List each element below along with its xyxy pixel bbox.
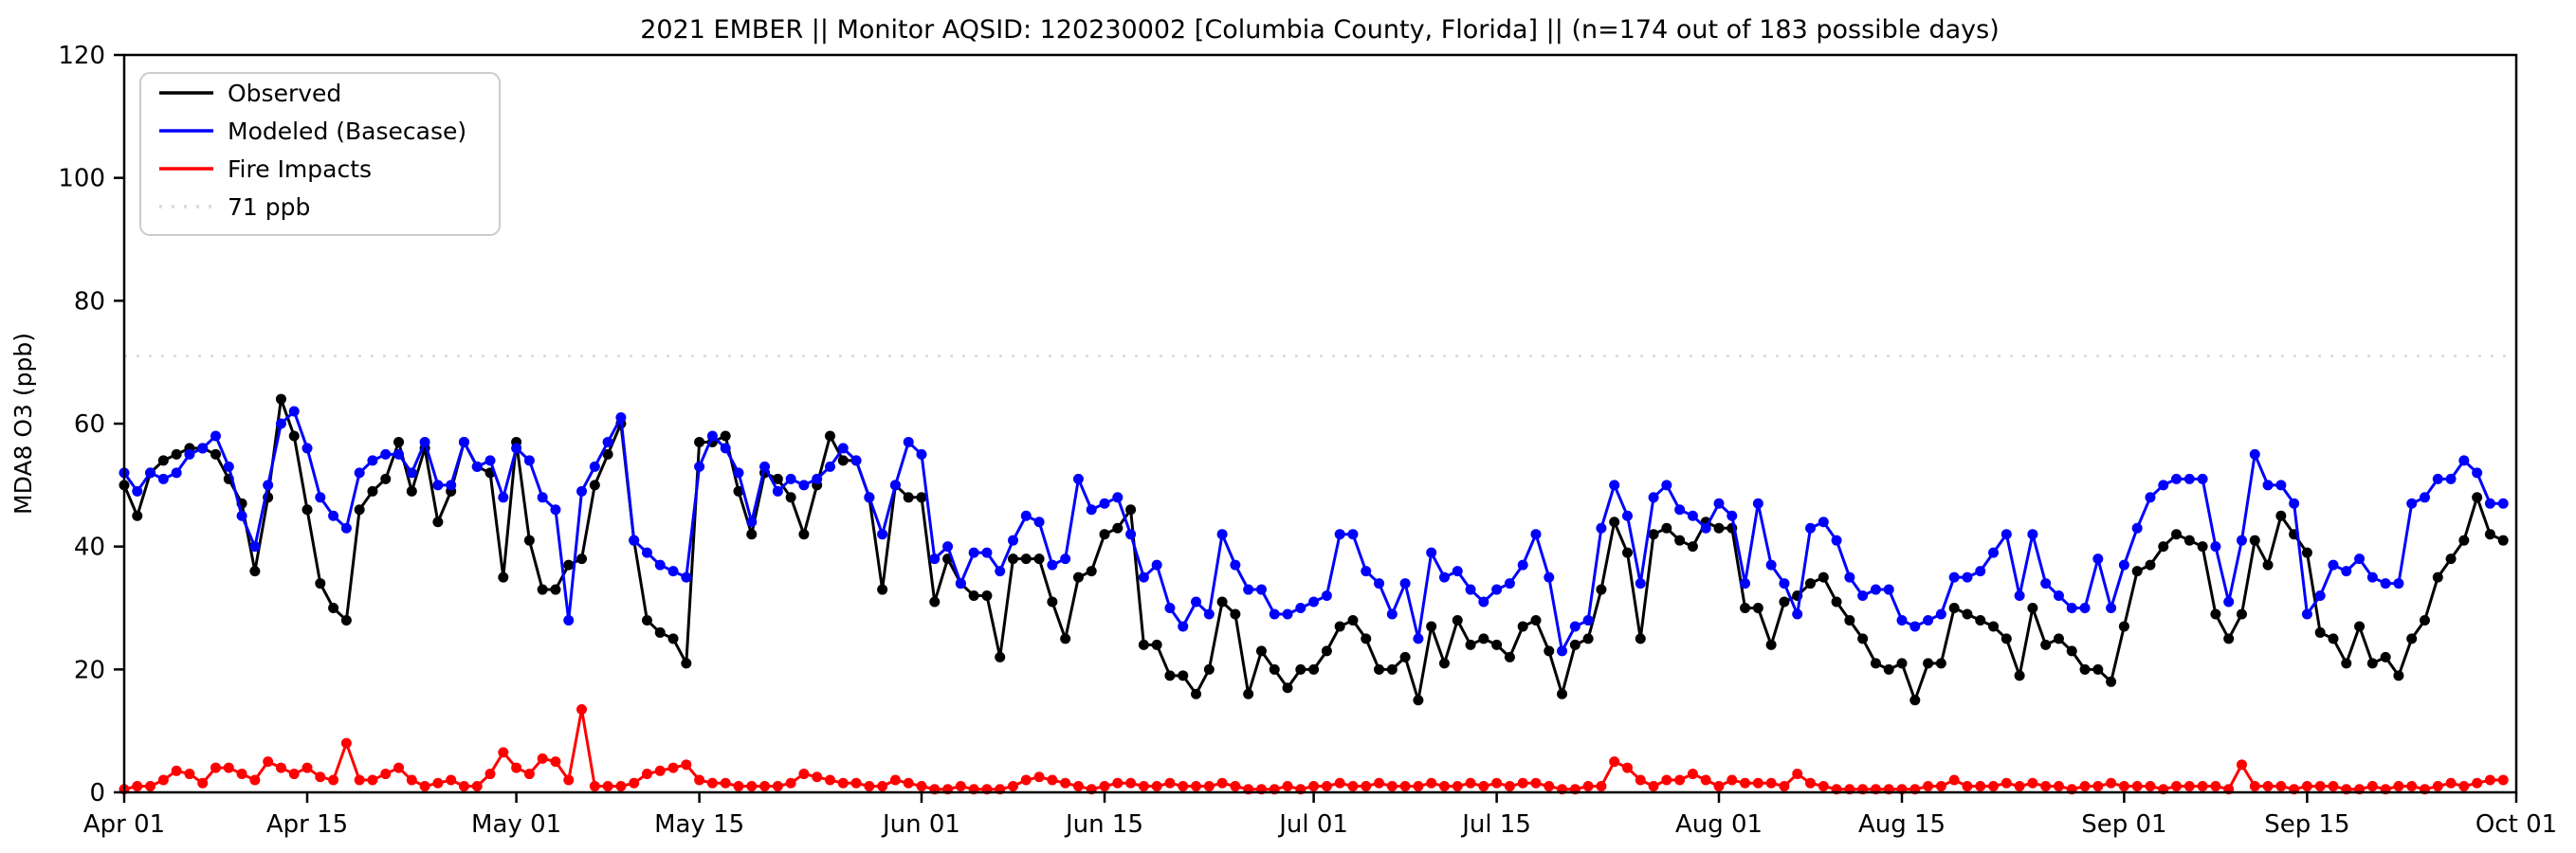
y-axis: 0 20 40 60 80 100 120: [58, 42, 124, 808]
y-tick-label: 100: [58, 165, 105, 193]
legend-entry-label: Modeled (Basecase): [228, 118, 466, 145]
x-tick-label: Aug 15: [1858, 810, 1946, 839]
x-axis: Apr 01 Apr 15 May 01 May 15 Jun 01 Jun 15 Jul …: [83, 792, 2557, 839]
x-tick-label: Aug 01: [1675, 810, 1763, 839]
x-tick-label: Jul 15: [1460, 810, 1531, 839]
series-observed: [119, 393, 2509, 706]
x-tick-label: Jun 01: [881, 810, 960, 839]
series-lines: [119, 393, 2509, 795]
chart-title: 2021 EMBER || Monitor AQSID: 120230002 […: [640, 15, 2000, 45]
y-axis-label: MDA8 O3 (ppb): [9, 333, 37, 515]
y-tick-label: 0: [89, 779, 105, 808]
series-modeled-basecase-: [119, 406, 2509, 657]
x-tick-label: May 15: [654, 810, 744, 839]
x-tick-label: Jun 15: [1064, 810, 1143, 839]
legend-entry-label: Observed: [228, 80, 341, 107]
legend-entry-label: Fire Impacts: [228, 155, 372, 183]
x-tick-label: Sep 15: [2264, 810, 2349, 839]
legend: Observed Modeled (Basecase) Fire Impacts 71…: [139, 72, 501, 236]
x-tick-label: Apr 01: [83, 810, 165, 839]
legend-entry: Observed: [159, 80, 341, 107]
legend-entry: Modeled (Basecase): [159, 118, 466, 145]
x-tick-label: Oct 01: [2476, 810, 2557, 839]
x-tick-label: Sep 01: [2081, 810, 2166, 839]
legend-entry: 71 ppb: [159, 193, 310, 221]
x-tick-label: Apr 15: [266, 810, 348, 839]
y-tick-label: 80: [74, 287, 105, 316]
y-tick-label: 60: [74, 410, 105, 439]
x-tick-label: Jul 01: [1277, 810, 1348, 839]
y-tick-label: 120: [58, 42, 105, 70]
x-tick-label: May 01: [471, 810, 561, 839]
y-tick-label: 40: [74, 534, 105, 562]
y-tick-label: 20: [74, 656, 105, 684]
legend-entry: Fire Impacts: [159, 155, 372, 183]
series-fire-impacts: [119, 703, 2509, 795]
legend-entry-label: 71 ppb: [228, 193, 310, 221]
